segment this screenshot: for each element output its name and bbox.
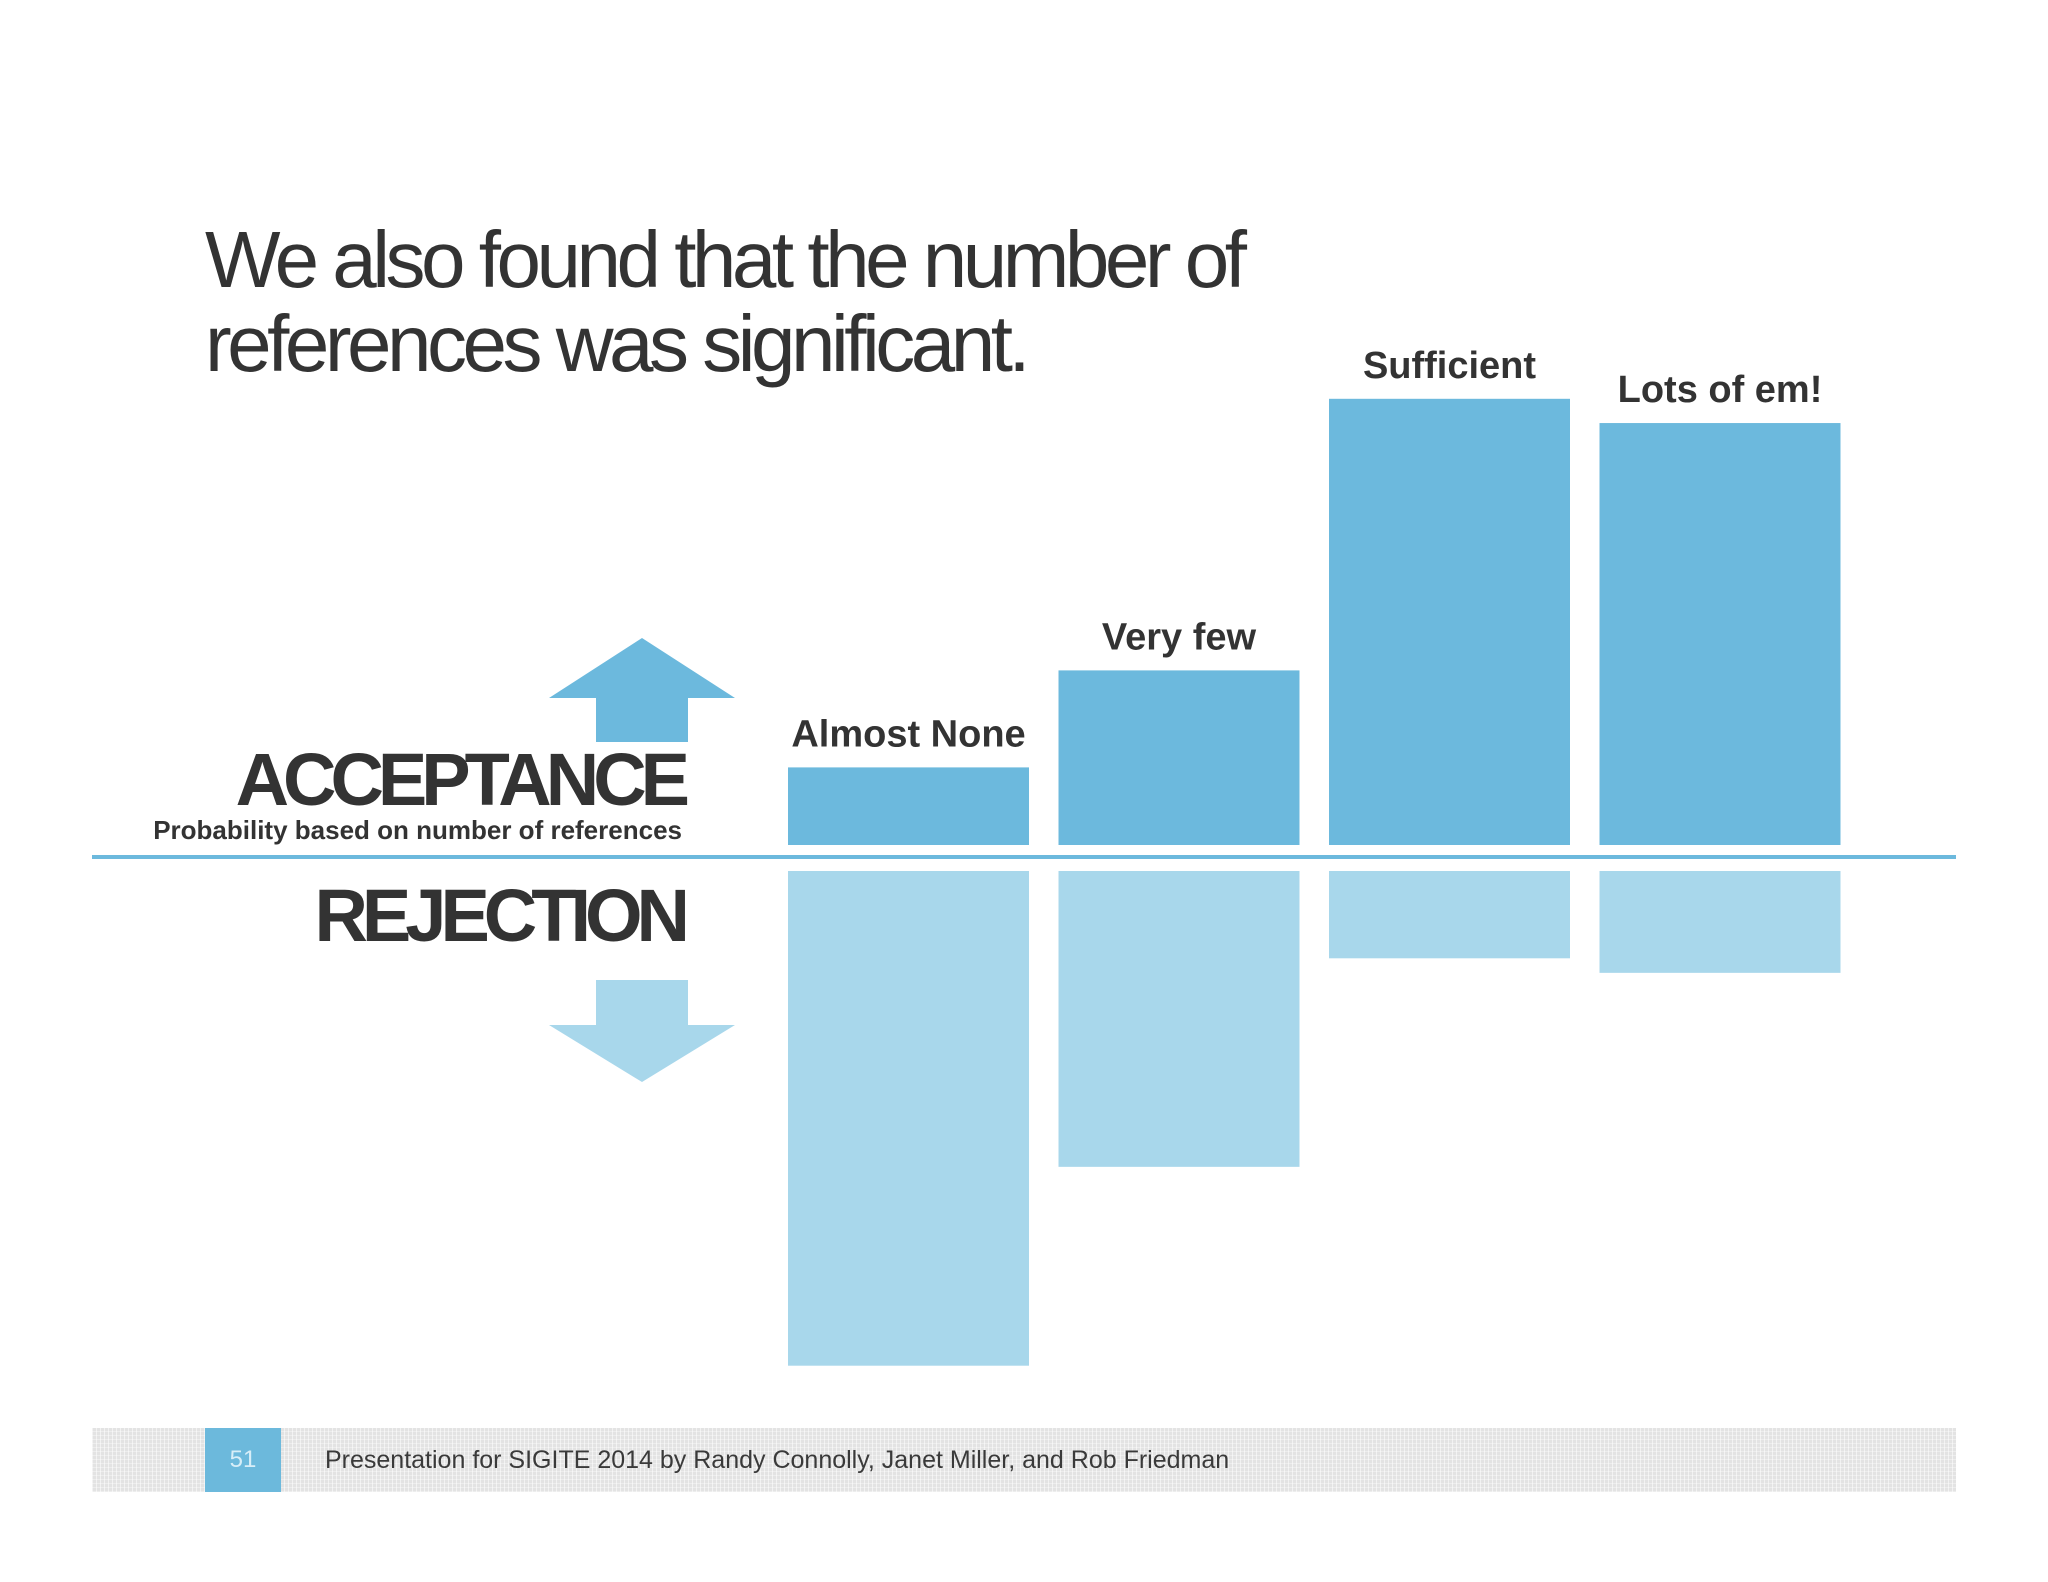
acceptance-label: ACCEPTANCE	[235, 738, 690, 821]
bar-label-sufficient: Sufficient	[1363, 345, 1536, 387]
rejection-bar-lots-of-em	[1599, 871, 1841, 973]
acceptance-bar-very-few	[1058, 670, 1300, 845]
rejection-bar-almost-none	[788, 871, 1029, 1366]
rejection-bar-sufficient	[1329, 871, 1570, 959]
bar-label-almost-none: Almost None	[791, 713, 1025, 755]
title-line-2: references was significant.	[205, 299, 1031, 388]
footer-bar: 51 Presentation for SIGITE 2014 by Randy…	[92, 1428, 1956, 1492]
acceptance-bar-sufficient	[1329, 398, 1570, 845]
page-number: 51	[205, 1428, 281, 1492]
bar-label-very-few: Very few	[1102, 616, 1257, 658]
title-line-1: We also found that the number of	[205, 215, 1247, 304]
bar-label-lots-of-em: Lots of em!	[1618, 369, 1823, 411]
acceptance-bar-lots-of-em	[1599, 423, 1841, 845]
rejection-arrow-icon	[549, 980, 735, 1082]
rejection-bar-very-few	[1058, 871, 1300, 1167]
slide-title: We also found that the number of referen…	[205, 215, 1247, 388]
chart-subtitle: Probability based on number of reference…	[153, 815, 682, 845]
footer-credits: Presentation for SIGITE 2014 by Randy Co…	[325, 1446, 1230, 1474]
acceptance-bar-almost-none	[788, 767, 1029, 845]
acceptance-arrow-icon	[549, 638, 735, 742]
rejection-label: REJECTION	[314, 874, 690, 957]
